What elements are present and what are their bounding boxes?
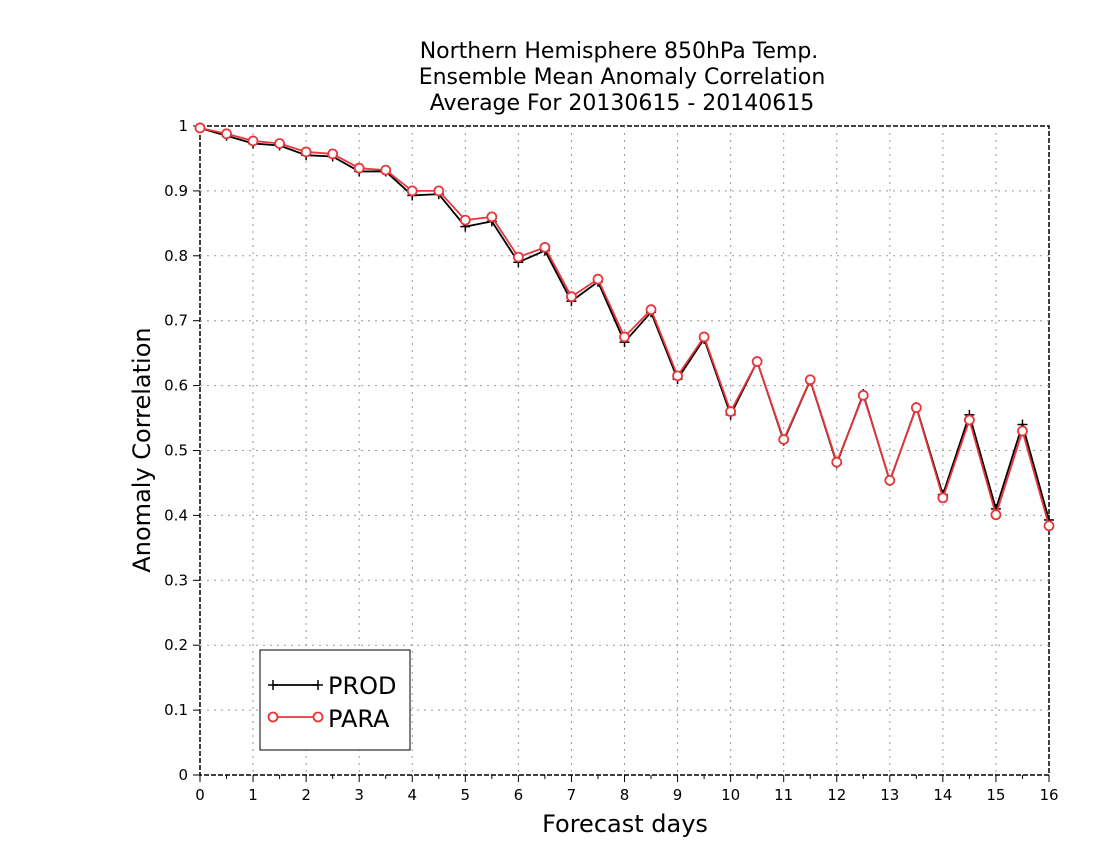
legend-prod-marker — [313, 680, 323, 690]
data-point-para — [804, 374, 816, 386]
data-point-para — [247, 135, 259, 147]
data-point-para — [300, 146, 312, 158]
x-tick-label: 8 — [620, 786, 630, 804]
y-tick-label: 0.1 — [164, 701, 188, 719]
series-line-para — [199, 127, 1050, 527]
y-tick-label: 0.5 — [164, 442, 188, 460]
y-tick-label: 0.2 — [164, 636, 188, 654]
legend-para-marker — [312, 711, 324, 723]
data-point-para — [884, 474, 896, 486]
legend-box — [259, 649, 411, 751]
x-axis-label: Forecast days — [542, 810, 708, 838]
legend-prod-label: PROD — [328, 672, 397, 700]
x-tick-label: 11 — [774, 786, 793, 804]
data-point-para — [857, 389, 869, 401]
data-point-para — [221, 128, 232, 140]
x-tick-label: 2 — [301, 786, 311, 804]
y-tick-label: 0.4 — [164, 506, 188, 524]
data-point-para — [353, 162, 365, 174]
legend-prod-marker — [268, 680, 278, 690]
y-tick-label: 0.9 — [164, 182, 188, 200]
x-tick-label: 5 — [461, 786, 471, 804]
data-point-para — [619, 331, 630, 343]
data-point-para — [751, 356, 763, 367]
data-point-para — [327, 148, 339, 160]
legend-para-sample — [267, 711, 324, 723]
x-tick-label: 4 — [407, 786, 417, 804]
data-point-para — [1017, 425, 1028, 437]
data-point-para — [990, 509, 1002, 521]
x-tick-label: 7 — [567, 786, 577, 804]
x-tick-label: 3 — [354, 786, 364, 804]
series-para — [194, 122, 1055, 532]
legend-prod-sample — [268, 680, 323, 690]
data-point-para — [380, 164, 392, 176]
data-point-para — [512, 251, 524, 263]
y-tick-label: 0.6 — [164, 377, 188, 395]
x-tick-label: 1 — [248, 786, 258, 804]
data-point-para — [937, 492, 949, 504]
series-layer — [194, 122, 1055, 532]
legend-para-marker — [267, 711, 279, 723]
legend-para-label: PARA — [328, 705, 390, 733]
x-tick-label: 12 — [827, 786, 846, 804]
axes: 0 1 2 3 4 5 6 7 8 9 10 11 12 13 14 15 1600.10.20.30.40.5… — [164, 117, 1058, 804]
x-tick-label: 10 — [721, 786, 740, 804]
x-tick-label: 6 — [514, 786, 524, 804]
data-point-para — [274, 138, 285, 149]
data-point-para — [194, 122, 206, 134]
data-point-para — [1043, 520, 1055, 532]
x-tick-label: 0 — [195, 786, 205, 804]
data-point-para — [964, 414, 975, 426]
y-tick-label: 0.3 — [164, 571, 188, 589]
data-point-para — [645, 304, 657, 316]
data-point-para — [459, 214, 471, 226]
data-point-para — [539, 241, 551, 253]
data-point-para — [433, 185, 445, 197]
data-point-para — [910, 402, 922, 414]
x-tick-label: 16 — [1039, 786, 1058, 804]
x-tick-label: 15 — [986, 786, 1005, 804]
data-point-para — [725, 406, 737, 417]
legend: PROD PARA — [259, 649, 411, 751]
data-point-para — [778, 434, 790, 445]
data-point-para — [566, 291, 577, 303]
y-tick-label: 1 — [178, 117, 188, 135]
data-point-para — [698, 331, 710, 343]
data-point-para — [672, 370, 683, 382]
x-tick-label: 9 — [673, 786, 683, 804]
y-axis-label: Anomaly Correlation — [128, 327, 156, 572]
y-tick-label: 0.8 — [164, 247, 188, 265]
chart-title-line-3: Average For 20130615 - 20140615 — [430, 91, 815, 116]
x-tick-label: 13 — [880, 786, 899, 804]
data-point-para — [592, 273, 604, 285]
data-point-para — [486, 211, 498, 223]
data-point-para — [406, 185, 418, 197]
y-tick-label: 0.7 — [164, 312, 188, 330]
chart-title-line-2: Ensemble Mean Anomaly Correlation — [419, 65, 826, 90]
chart-title-line-1: Northern Hemisphere 850hPa Temp. — [420, 39, 819, 64]
x-tick-label: 14 — [933, 786, 952, 804]
y-tick-label: 0 — [178, 766, 188, 784]
data-point-para — [831, 456, 843, 468]
